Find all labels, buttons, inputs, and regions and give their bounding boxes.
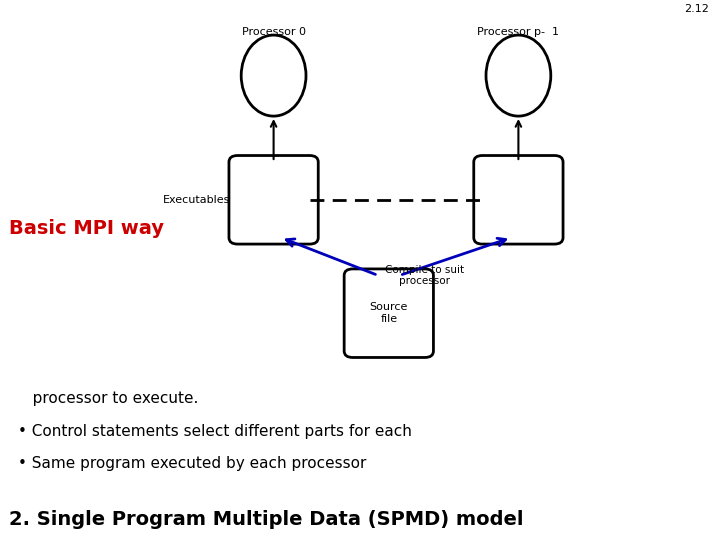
Ellipse shape — [241, 35, 306, 116]
Text: Executables: Executables — [163, 195, 230, 205]
FancyBboxPatch shape — [344, 269, 433, 357]
Text: • Same program executed by each processor: • Same program executed by each processo… — [18, 456, 366, 471]
Text: 2. Single Program Multiple Data (SPMD) model: 2. Single Program Multiple Data (SPMD) m… — [9, 510, 523, 529]
Text: Compile to suit
processor: Compile to suit processor — [385, 265, 464, 286]
Ellipse shape — [486, 35, 551, 116]
Text: • Control statements select different parts for each: • Control statements select different pa… — [18, 424, 412, 439]
Text: Processor 0: Processor 0 — [242, 27, 305, 37]
Text: Source
file: Source file — [369, 302, 408, 324]
Text: Processor p-  1: Processor p- 1 — [477, 27, 559, 37]
Text: 2.12: 2.12 — [684, 3, 709, 14]
Text: processor to execute.: processor to execute. — [18, 392, 199, 407]
FancyBboxPatch shape — [474, 156, 563, 244]
FancyBboxPatch shape — [229, 156, 318, 244]
Text: Basic MPI way: Basic MPI way — [9, 219, 163, 238]
